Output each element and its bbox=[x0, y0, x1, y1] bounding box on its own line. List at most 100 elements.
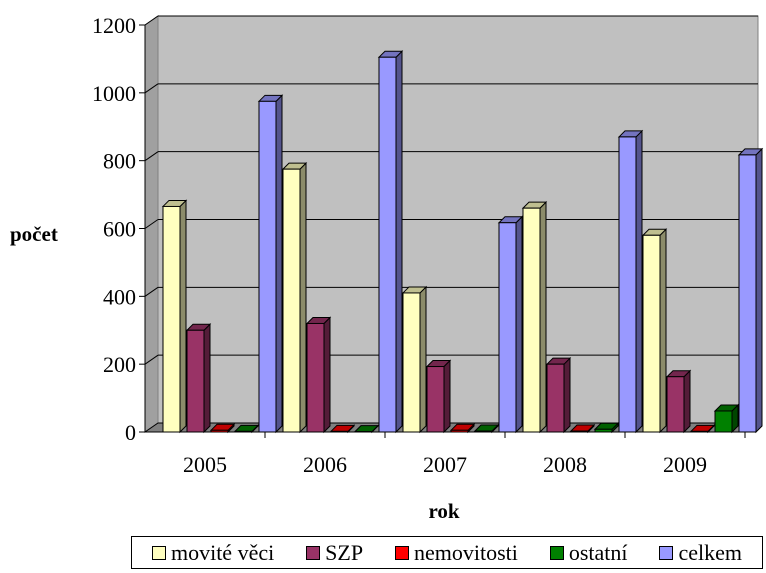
legend-label: celkem bbox=[678, 539, 742, 565]
legend-item: ostatní bbox=[549, 539, 628, 566]
bar bbox=[497, 215, 524, 434]
bar-front bbox=[450, 429, 469, 433]
bar-front bbox=[210, 429, 229, 433]
legend-item: celkem bbox=[659, 540, 742, 566]
bar-side bbox=[395, 50, 403, 434]
legend-item: movité věci bbox=[151, 539, 275, 566]
legend-label: SZP bbox=[325, 539, 364, 565]
bar-side bbox=[635, 129, 643, 434]
legend-swatch bbox=[306, 545, 321, 560]
legend-label: nemovitosti bbox=[414, 539, 518, 565]
bar bbox=[665, 369, 692, 434]
y-tick-label: 800 bbox=[103, 149, 136, 174]
legend-item: SZP bbox=[306, 540, 363, 566]
y-tick-label: 1200 bbox=[92, 13, 136, 38]
bar bbox=[545, 356, 572, 434]
bar-side bbox=[563, 356, 571, 434]
bar-side bbox=[275, 94, 283, 434]
gridline-side bbox=[144, 151, 159, 162]
bar-front bbox=[186, 329, 205, 433]
y-tick-label: 0 bbox=[125, 420, 136, 445]
bar bbox=[401, 285, 428, 434]
bar bbox=[233, 424, 260, 434]
bar-side bbox=[299, 161, 307, 434]
bar bbox=[449, 423, 476, 434]
legend-label: ostatní bbox=[568, 539, 628, 565]
gridline-side bbox=[144, 219, 159, 229]
bar-front bbox=[378, 56, 397, 433]
bar bbox=[161, 199, 188, 434]
bar-front bbox=[402, 292, 421, 433]
bar-front bbox=[618, 136, 637, 433]
gridline-side bbox=[144, 83, 159, 94]
bar-front bbox=[474, 430, 493, 433]
legend: movité věci SZP nemovitosti ostatní celkem bbox=[131, 536, 763, 569]
bar bbox=[257, 94, 284, 434]
bar bbox=[305, 316, 332, 434]
bar-front bbox=[546, 363, 565, 433]
bar bbox=[425, 359, 452, 434]
bar-side bbox=[515, 215, 523, 434]
bar bbox=[689, 424, 716, 434]
x-tick-labels: 2005 2006 2007 2008 2009 bbox=[183, 432, 746, 477]
bar bbox=[473, 423, 500, 434]
bar-side bbox=[755, 147, 763, 434]
gridline-side bbox=[144, 286, 159, 297]
bar-front bbox=[282, 168, 301, 433]
bar-front bbox=[666, 376, 685, 433]
bar-side bbox=[179, 199, 187, 434]
bar-front bbox=[522, 207, 541, 433]
x-tick-label: 2005 bbox=[183, 452, 227, 477]
bar-side bbox=[539, 200, 547, 434]
bar bbox=[641, 228, 668, 434]
bar-front bbox=[330, 430, 349, 433]
x-tick-label: 2006 bbox=[303, 452, 347, 477]
bar-side bbox=[419, 285, 427, 434]
x-tick-label: 2008 bbox=[543, 452, 587, 477]
bar bbox=[353, 424, 380, 434]
bar bbox=[281, 161, 308, 434]
bar-side bbox=[203, 323, 211, 434]
bar-front bbox=[498, 222, 517, 433]
y-tick-labels: 0 200 400 600 800 1000 1200 bbox=[92, 13, 145, 445]
bar-front bbox=[306, 322, 325, 433]
bar-front bbox=[426, 366, 445, 433]
bar bbox=[377, 50, 404, 434]
bar bbox=[521, 200, 548, 434]
bar-front bbox=[690, 430, 709, 433]
legend-swatch bbox=[659, 545, 674, 560]
bar-side bbox=[683, 369, 691, 434]
legend-swatch bbox=[395, 545, 410, 560]
x-axis-title: rok bbox=[428, 499, 459, 523]
bar bbox=[737, 147, 764, 434]
gridline-side bbox=[144, 354, 159, 365]
bar bbox=[185, 323, 212, 434]
legend-item: nemovitosti bbox=[395, 540, 518, 566]
legend-label: movité věci bbox=[170, 539, 275, 565]
bar-front bbox=[642, 234, 661, 433]
bar bbox=[569, 423, 596, 434]
y-tick-label: 200 bbox=[103, 352, 136, 377]
y-tick-label: 600 bbox=[103, 217, 136, 242]
bar bbox=[329, 424, 356, 434]
x-tick-label: 2009 bbox=[663, 452, 707, 477]
y-axis-title: počet bbox=[10, 222, 58, 246]
x-tick-label: 2007 bbox=[423, 452, 467, 477]
bar bbox=[209, 423, 236, 434]
bar-side bbox=[443, 359, 451, 434]
bar bbox=[713, 403, 740, 434]
y-tick-label: 400 bbox=[103, 284, 136, 309]
bar-front bbox=[258, 100, 277, 433]
bar-front bbox=[234, 430, 253, 433]
gridline-side bbox=[144, 15, 159, 26]
bars bbox=[161, 50, 764, 434]
bar-front bbox=[594, 428, 613, 433]
bar-front bbox=[570, 430, 589, 433]
bar-side bbox=[323, 316, 331, 434]
y-tick-label: 1000 bbox=[92, 81, 136, 106]
bar-front bbox=[162, 205, 181, 433]
bar-front bbox=[714, 410, 733, 433]
bar-front bbox=[738, 154, 757, 433]
legend-swatch bbox=[151, 545, 166, 560]
